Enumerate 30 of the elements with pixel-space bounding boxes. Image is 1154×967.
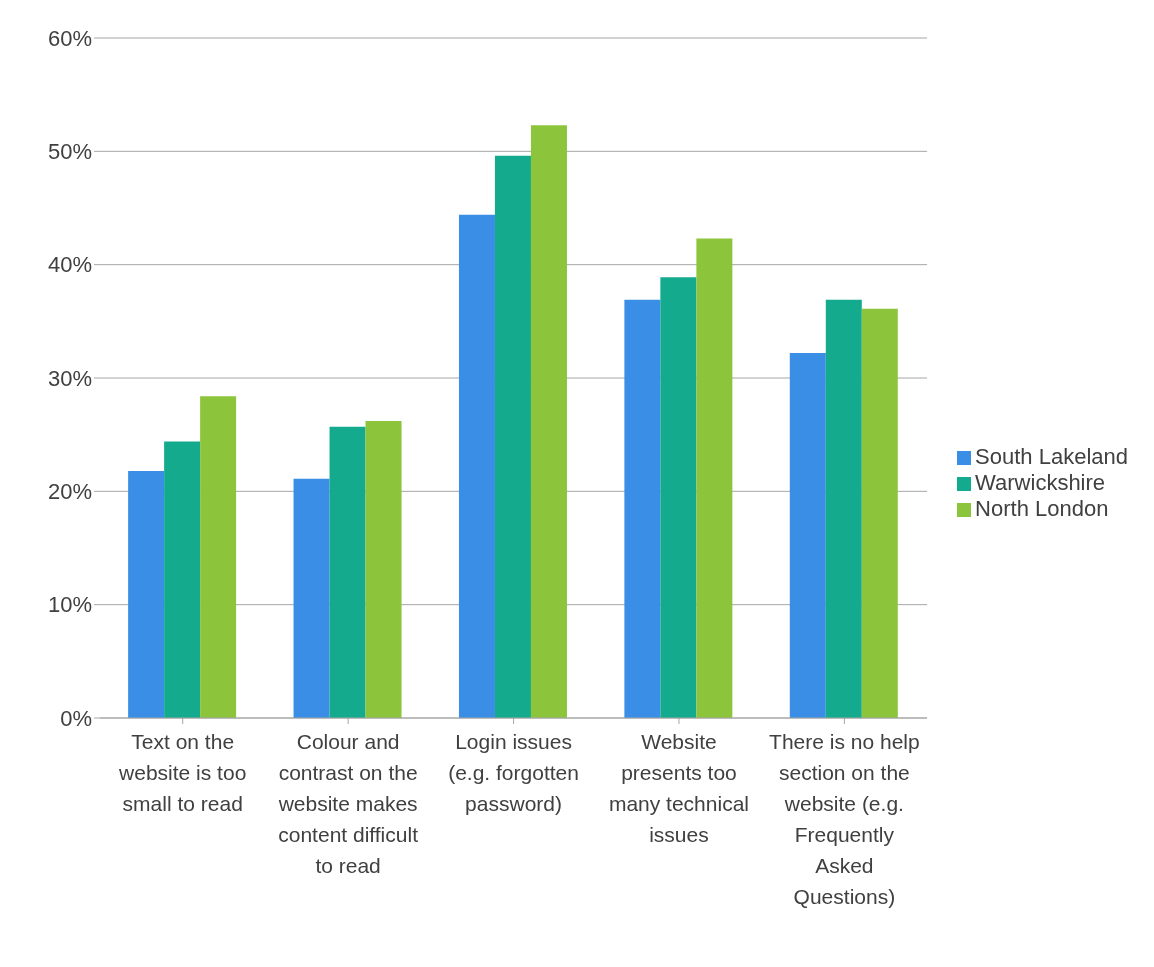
y-tick-label: 0% [60,705,92,731]
bar [530,125,567,718]
y-tick-label: 10% [47,592,92,618]
x-tick-label: Login issues (e.g. forgotten password) [448,729,579,815]
y-tick-label: 40% [47,252,92,278]
bar [660,277,697,718]
bar [365,421,402,718]
bar [861,308,898,718]
x-tick-label: Colour and contrast on the website makes content difficult to read [277,729,419,877]
x-tick-label: Website presents too many technical issues [608,729,749,846]
bar [164,441,201,718]
x-tick-label: There is no help section on the website (e.g. Frequently Asked Questions) [769,729,920,908]
x-tick-label: Text on the website is too small to read [118,729,247,815]
y-tick-label: 50% [47,139,92,165]
bar [696,238,733,718]
y-tick-label: 20% [47,479,92,505]
bar [329,426,366,718]
bar [293,478,330,718]
legend-label: South Lakeland [975,444,1128,469]
bar [825,299,862,718]
bar [624,299,661,718]
y-tick-label: 30% [47,365,92,391]
legend-label: Warwickshire [975,470,1106,495]
bar [458,214,495,718]
bar [494,155,531,718]
bar [128,470,165,718]
y-tick-label: 60% [47,25,92,51]
legend-label: North London [975,496,1109,521]
bar [789,353,826,718]
bar [200,396,237,718]
